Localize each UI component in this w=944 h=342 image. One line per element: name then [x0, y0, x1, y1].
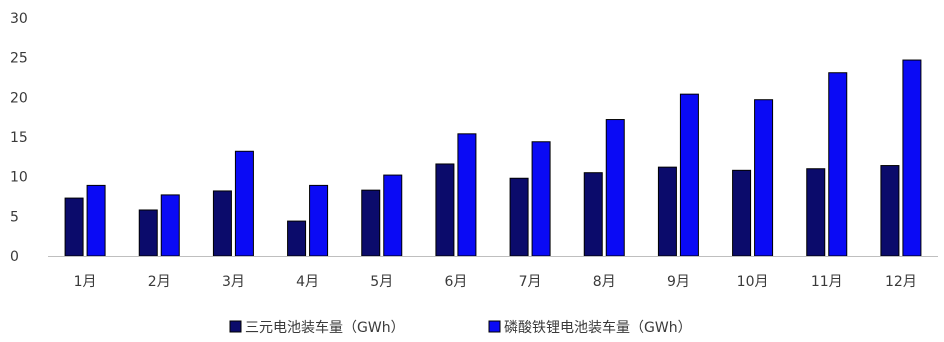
x-axis-tick-labels: 1月 2月 3月 4月 5月 6月 7月 8月 9月 10月 11月 12月: [74, 274, 917, 290]
y-tick-label: 30: [10, 11, 28, 27]
x-tick-label: 12月: [885, 274, 917, 290]
bar-series-1-1: [64, 197, 84, 257]
legend-label-2: 磷酸铁锂电池装车量（GWh）: [504, 319, 692, 336]
y-tick-label: 20: [10, 90, 28, 106]
bar-series-2-10: [754, 99, 774, 257]
x-tick-label: 9月: [667, 274, 690, 290]
legend: 三元电池装车量（GWh） 磷酸铁锂电池装车量（GWh）: [229, 319, 692, 336]
bar-series-1-6: [435, 163, 455, 257]
bar-series-2-6: [457, 133, 477, 257]
x-tick-label: 5月: [370, 274, 393, 290]
y-tick-label: 15: [10, 130, 28, 146]
x-tick-label: 2月: [148, 274, 171, 290]
bar-series-1-12: [880, 165, 900, 257]
x-tick-label: 4月: [296, 274, 319, 290]
x-tick-label: 7月: [519, 274, 542, 290]
bar-series-1-7: [509, 177, 529, 257]
bar-series-1-5: [361, 189, 381, 257]
bar-series-2-4: [309, 184, 329, 257]
bar-series-2-8: [605, 119, 625, 257]
x-tick-label: 3月: [222, 274, 245, 290]
y-axis-tick-labels: 0 5 10 15 20 25 30: [10, 11, 28, 265]
bar-series-2-5: [383, 174, 403, 257]
x-tick-label: 10月: [737, 274, 769, 290]
bar-series-1-9: [657, 166, 677, 257]
bar-series-1-11: [806, 168, 826, 257]
x-tick-label: 1月: [74, 274, 97, 290]
y-tick-label: 5: [10, 209, 19, 225]
bar-series-2-2: [160, 194, 180, 257]
bar-series-1-3: [212, 190, 232, 257]
x-tick-label: 8月: [593, 274, 616, 290]
bar-series-1-4: [287, 220, 307, 257]
legend-swatch-1: [229, 320, 242, 333]
legend-label-1: 三元电池装车量（GWh）: [245, 319, 405, 336]
y-tick-label: 10: [10, 170, 28, 186]
bar-series-1-2: [138, 209, 158, 257]
bar-series-2-12: [902, 59, 922, 257]
bar-series-1-10: [732, 169, 752, 257]
bar-series-2-9: [679, 93, 699, 257]
y-tick-label: 0: [10, 249, 19, 265]
bar-series-2-7: [531, 141, 551, 257]
y-tick-label: 25: [10, 51, 28, 67]
legend-swatch-2: [488, 320, 501, 333]
bar-series-2-3: [234, 150, 254, 257]
x-tick-label: 11月: [811, 274, 843, 290]
bars-group: [64, 59, 922, 257]
bar-series-2-11: [828, 72, 848, 257]
bar-series-1-8: [583, 172, 603, 257]
x-tick-label: 6月: [444, 274, 467, 290]
bar-series-2-1: [86, 184, 106, 257]
